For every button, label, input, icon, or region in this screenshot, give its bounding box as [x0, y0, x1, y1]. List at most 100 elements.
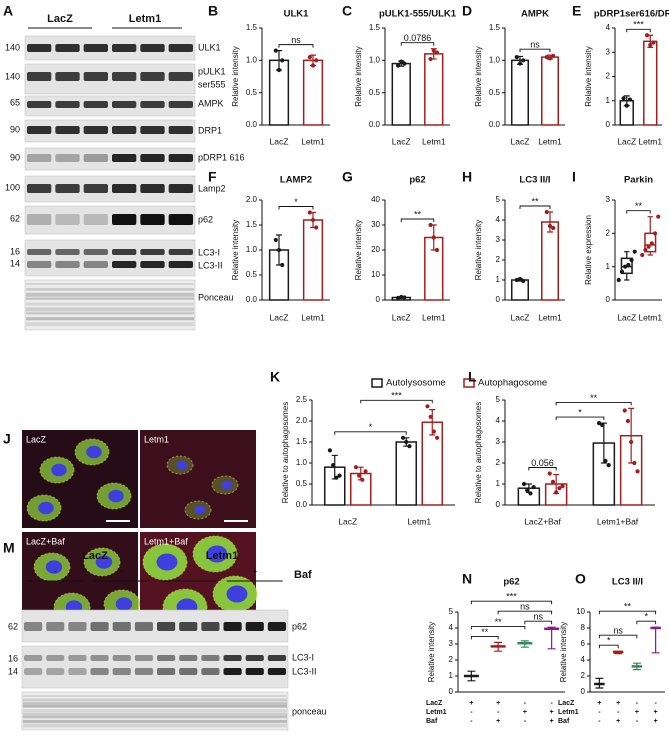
blot-band [168, 261, 193, 268]
comparison-bracket [528, 467, 557, 471]
data-point [337, 473, 342, 478]
data-point [434, 435, 440, 440]
blot-band [83, 184, 108, 193]
chart-title: pDRP1ser616/DRP1 [594, 9, 669, 20]
condition-label: LacZ [426, 700, 443, 707]
data-point [560, 484, 565, 489]
condition-sign: - [524, 700, 527, 707]
data-point [280, 58, 285, 63]
ponceau-band [26, 317, 194, 321]
condition-sign: - [497, 709, 500, 716]
mw-marker: 90 [10, 124, 20, 134]
treatment-sign: - [54, 566, 57, 576]
blot-band [27, 126, 52, 134]
blot-strip [24, 175, 196, 203]
data-point [307, 210, 312, 215]
data-point [629, 439, 634, 445]
data-point [624, 103, 629, 108]
y-tick-label: 2 [581, 671, 586, 680]
blot-band [157, 622, 176, 631]
comparison-bracket [519, 205, 551, 209]
blot-band [179, 668, 198, 675]
blot-label: p62 [292, 621, 307, 631]
comparison-bracket [278, 44, 314, 48]
blot-band [245, 668, 264, 675]
data-point [632, 460, 637, 466]
x-tick-label: LacZ [270, 136, 289, 146]
data-point [425, 404, 430, 409]
x-tick-label: Letm1 [407, 516, 431, 526]
data-point [619, 269, 625, 274]
blot-band [55, 261, 80, 268]
data-point [310, 217, 316, 223]
blot-strip [24, 205, 196, 235]
data-point [640, 252, 645, 258]
y-tick-label: 2.5 [296, 395, 308, 404]
data-point [431, 235, 436, 240]
legend-swatch [371, 378, 383, 388]
data-point [625, 418, 631, 424]
data-point [544, 209, 549, 215]
y-axis-label: Relative intensity [584, 46, 593, 106]
blot-band [168, 44, 193, 52]
data-point [544, 55, 549, 60]
y-tick-label: 40 [371, 195, 380, 204]
data-point [621, 96, 626, 101]
data-point [514, 55, 519, 60]
blot-band [112, 668, 131, 675]
condition-sign: - [550, 700, 553, 707]
data-point [528, 491, 533, 496]
data-point [334, 475, 339, 480]
blot-band [46, 655, 65, 661]
condition-sign: - [470, 718, 473, 725]
blot-band [179, 622, 198, 631]
data-point [547, 471, 552, 476]
comparison-label: * [607, 636, 611, 646]
chart-title: AMPK [521, 9, 549, 20]
ponceau-band [26, 297, 194, 300]
panel-letter: H [462, 169, 472, 185]
ponceau-band [26, 307, 194, 312]
blot-strip [24, 147, 196, 171]
ponceau-band [26, 302, 194, 306]
data-point [626, 262, 631, 268]
blot-label: AMPK [198, 98, 224, 108]
blot-band [245, 655, 264, 661]
panel-letter: G [342, 169, 353, 185]
blot-label: Lamp2 [198, 183, 226, 193]
blot-band [55, 184, 80, 193]
mw-marker: 65 [10, 97, 20, 107]
blot-band [157, 655, 176, 661]
data-point [557, 486, 562, 491]
data-point [616, 277, 621, 283]
blot-band [168, 184, 193, 193]
comparison-label: * [294, 197, 298, 207]
data-point [514, 277, 519, 283]
condition-label: Baf [426, 718, 438, 725]
mw-marker: 100 [5, 182, 20, 192]
blot-band [83, 261, 108, 268]
comparison-bracket [400, 42, 435, 46]
data-point [431, 48, 436, 53]
blot-band [140, 101, 165, 108]
blot-label: pULK1 [198, 66, 226, 76]
blot-band [223, 622, 242, 631]
comparison-label: ** [495, 617, 503, 627]
ponceau-band [23, 712, 287, 717]
comparison-label: 0.056 [531, 458, 554, 468]
y-axis-label: Relative intensity [474, 220, 483, 280]
comparison-label: ns [291, 35, 301, 45]
mw-marker: 140 [5, 71, 20, 81]
cell-nucleus [86, 445, 102, 459]
panel-letter: L [468, 369, 477, 385]
blot-band [68, 668, 87, 675]
panel-letter: M [3, 540, 15, 556]
blot-strip [24, 119, 196, 143]
x-tick-label: Letm1 [638, 312, 662, 322]
x-tick-label: Letm1 [422, 136, 446, 146]
data-point [632, 249, 637, 254]
y-tick-label: 3 [496, 437, 501, 446]
blot-band [223, 655, 242, 661]
data-point [521, 58, 526, 63]
condition-sign: + [654, 718, 658, 725]
